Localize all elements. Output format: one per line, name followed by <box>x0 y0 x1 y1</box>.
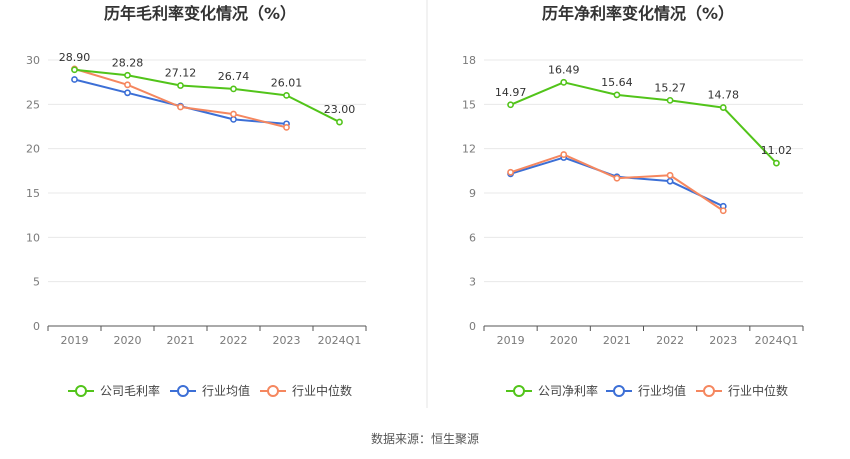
y-tick-label: 0 <box>33 320 40 333</box>
series-line-0 <box>74 68 340 123</box>
data-point-2 <box>719 207 727 215</box>
legend-swatch-marker[interactable] <box>267 385 279 397</box>
data-point-0 <box>613 91 621 99</box>
data-point-0 <box>230 85 237 93</box>
y-tick-label: 10 <box>26 231 40 244</box>
x-tick-label: 2022 <box>220 334 248 347</box>
data-point-0 <box>773 159 780 167</box>
data-point-1 <box>124 89 131 97</box>
x-tick-label: 2023 <box>273 334 301 347</box>
chart-title: 历年毛利率变化情况（%） <box>104 4 296 23</box>
x-tick-label: 2020 <box>114 334 142 347</box>
x-tick-label: 2024Q1 <box>755 334 799 347</box>
y-tick-label: 12 <box>462 143 476 156</box>
x-tick-label: 2023 <box>709 334 737 347</box>
data-point-0 <box>71 66 78 74</box>
data-point-2 <box>666 171 674 179</box>
data-point-2 <box>560 151 568 158</box>
legend-label[interactable]: 公司净利率 <box>538 383 598 398</box>
legend-label[interactable]: 行业均值 <box>638 383 686 398</box>
data-label: 28.28 <box>112 56 144 69</box>
data-point-2 <box>613 174 621 182</box>
y-tick-label: 25 <box>26 98 40 111</box>
y-tick-label: 0 <box>469 320 476 333</box>
legend-label[interactable]: 公司毛利率 <box>100 383 160 398</box>
legend-swatch-marker[interactable] <box>613 385 625 397</box>
y-tick-label: 18 <box>462 54 476 67</box>
y-tick-label: 5 <box>33 276 40 289</box>
data-point-2 <box>230 110 237 118</box>
legend-label[interactable]: 行业中位数 <box>292 383 352 398</box>
legend-label[interactable]: 行业均值 <box>202 383 250 398</box>
data-label: 27.12 <box>165 67 197 80</box>
data-point-1 <box>71 76 78 83</box>
data-point-0 <box>124 71 131 79</box>
x-tick-label: 2021 <box>603 334 631 347</box>
data-label: 14.78 <box>708 89 740 102</box>
legend-swatch-marker[interactable] <box>177 385 189 397</box>
data-label: 15.64 <box>601 76 633 89</box>
legend-swatch-marker[interactable] <box>513 385 525 397</box>
y-tick-label: 3 <box>469 276 476 289</box>
data-point-1 <box>230 116 237 123</box>
x-tick-label: 2021 <box>167 334 195 347</box>
y-tick-label: 30 <box>26 54 40 67</box>
data-label: 15.27 <box>654 81 686 94</box>
data-point-2 <box>177 103 184 111</box>
legend-swatch-marker[interactable] <box>703 385 715 397</box>
data-point-0 <box>666 96 674 104</box>
data-label: 28.90 <box>59 51 91 64</box>
legend-swatch-marker[interactable] <box>75 385 87 397</box>
data-label: 11.02 <box>761 144 793 157</box>
data-label: 14.97 <box>495 86 527 99</box>
series-line-0 <box>510 81 778 164</box>
data-point-0 <box>177 82 184 89</box>
x-tick-label: 2020 <box>550 334 578 347</box>
y-tick-label: 15 <box>462 98 476 111</box>
data-point-2 <box>283 123 290 131</box>
data-point-2 <box>124 81 131 89</box>
legend-label[interactable]: 行业中位数 <box>728 383 788 398</box>
data-point-0 <box>283 91 290 99</box>
data-point-2 <box>507 168 514 176</box>
y-tick-label: 15 <box>26 187 40 200</box>
x-tick-label: 2019 <box>61 334 89 347</box>
data-point-0 <box>507 101 514 109</box>
y-tick-label: 9 <box>469 187 476 200</box>
data-point-0 <box>560 78 568 86</box>
x-tick-label: 2024Q1 <box>318 334 362 347</box>
data-label: 23.00 <box>324 103 356 116</box>
series-line-1 <box>510 156 724 208</box>
x-tick-label: 2019 <box>497 334 525 347</box>
chart-title: 历年净利率变化情况（%） <box>542 4 734 23</box>
y-tick-label: 20 <box>26 143 40 156</box>
x-tick-label: 2022 <box>656 334 684 347</box>
y-tick-label: 6 <box>469 231 476 244</box>
data-point-0 <box>719 104 727 111</box>
data-label: 26.74 <box>218 70 250 83</box>
source-note: 数据来源：恒生聚源 <box>371 431 479 446</box>
data-point-0 <box>336 118 343 126</box>
data-point-1 <box>666 177 674 185</box>
data-label: 26.01 <box>271 76 303 89</box>
data-label: 16.49 <box>548 63 580 76</box>
